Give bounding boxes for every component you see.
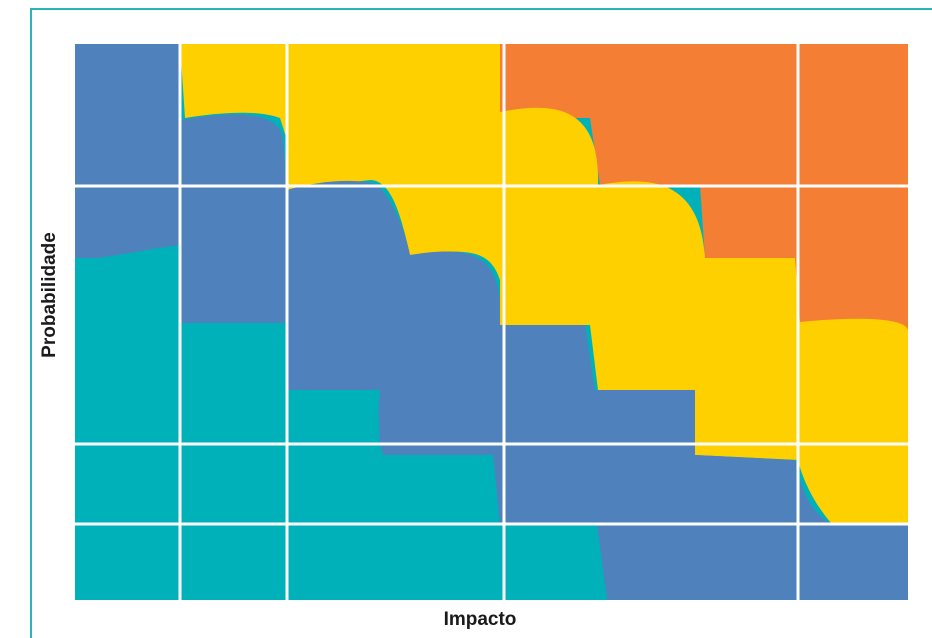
frame-border-left bbox=[30, 8, 32, 638]
zone-blue bbox=[75, 44, 908, 600]
y-axis-label: Probabilidade bbox=[30, 205, 70, 385]
y-axis-label-text: Probabilidade bbox=[39, 232, 61, 358]
frame-border-top bbox=[30, 8, 932, 10]
grid-lines bbox=[75, 44, 908, 600]
x-axis-label: Impacto bbox=[443, 609, 517, 630]
zone-yellow bbox=[180, 44, 908, 525]
zone-teal bbox=[75, 258, 600, 600]
